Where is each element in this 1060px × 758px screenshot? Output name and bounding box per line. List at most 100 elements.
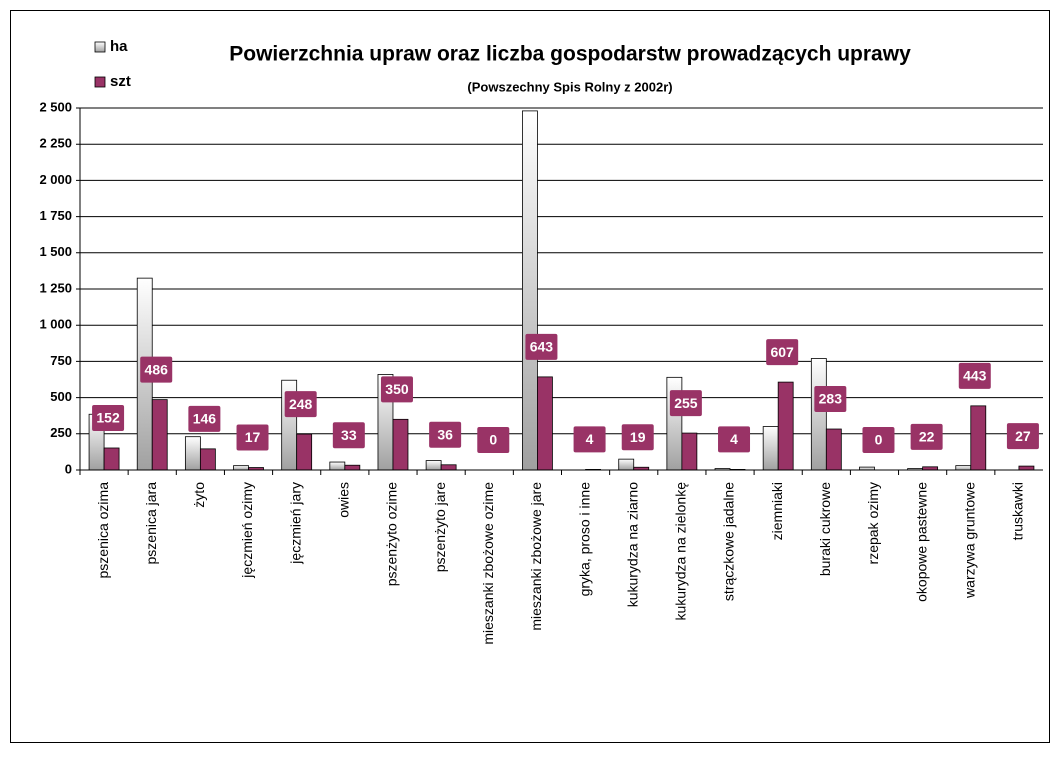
data-label: 248 [289, 396, 313, 412]
x-tick-group: pszenżyto jare [432, 482, 448, 572]
bar [329, 461, 346, 471]
x-tick-group: strączkowe jadalne [721, 482, 737, 601]
x-tick-label: okopowe pastewne [913, 482, 929, 602]
y-tick-label: 1 750 [39, 208, 72, 223]
bar [296, 433, 313, 471]
bar [522, 110, 538, 471]
x-tick-label: owies [336, 482, 352, 518]
data-label-box [188, 405, 221, 432]
x-tick-label: pszenżyto ozime [384, 482, 400, 586]
data-label: 486 [145, 361, 169, 377]
x-tick-label: pszenica jara [143, 482, 159, 565]
data-label: 4 [730, 431, 738, 447]
x-tick-group: okopowe pastewne [913, 482, 929, 602]
data-label-box [429, 421, 462, 448]
x-tick-label: żyto [191, 482, 207, 508]
x-tick-label: gryka, proso i inne [576, 482, 592, 597]
x-tick-group: żyto [191, 482, 207, 508]
data-label-box [669, 390, 702, 417]
x-tick-label: truskawki [1010, 482, 1026, 540]
x-tick-label: kukurydza na ziarno [624, 482, 640, 608]
data-label: 255 [674, 395, 698, 411]
data-label-box [92, 404, 125, 431]
data-label-box [332, 422, 365, 449]
x-tick-group: pszenica ozima [95, 482, 111, 579]
bar [103, 447, 120, 471]
bar [199, 448, 216, 471]
bar [777, 381, 794, 471]
data-label-box [380, 376, 413, 403]
bar [618, 458, 635, 471]
chart-title: Powierzchnia upraw oraz liczba gospodars… [229, 43, 911, 66]
bar [184, 436, 201, 471]
x-tick-label: ziemniaki [769, 482, 785, 540]
data-label: 443 [963, 368, 987, 384]
data-label: 607 [770, 344, 794, 360]
x-tick-group: owies [336, 482, 352, 518]
x-tick-group: pszenica jara [143, 482, 159, 565]
y-tick-label: 2 500 [39, 99, 72, 114]
bar [537, 376, 553, 471]
data-label-box [766, 339, 799, 366]
data-label: 0 [875, 432, 883, 448]
x-tick-label: mieszanki zbożowe jare [528, 482, 544, 631]
y-tick-label: 2 000 [39, 172, 72, 187]
data-label: 22 [919, 429, 935, 445]
data-label-box [621, 424, 654, 451]
x-tick-label: buraki cukrowe [817, 482, 833, 576]
y-tick-label: 1 000 [39, 317, 72, 332]
y-tick-label: 2 250 [39, 136, 72, 151]
data-label-box [862, 427, 895, 453]
x-tick-label: jęczmień jary [287, 482, 303, 565]
bar [825, 428, 842, 471]
data-label: 643 [530, 339, 554, 355]
data-label: 152 [96, 410, 120, 426]
bar [233, 465, 249, 471]
x-tick-group: truskawki [1010, 482, 1026, 540]
data-label: 0 [489, 432, 497, 448]
x-tick-group: warzywa gruntowe [961, 482, 977, 599]
data-label-box [236, 424, 269, 451]
bar [955, 465, 972, 471]
data-label-box [958, 362, 991, 389]
data-label-box [525, 333, 558, 360]
data-label: 19 [630, 429, 646, 445]
chart-subtitle: (Powszechny Spis Rolny z 2002r) [467, 79, 672, 94]
x-tick-group: pszenżyto ozime [384, 482, 400, 586]
x-tick-label: jęczmień ozimy [239, 482, 255, 579]
bar [762, 426, 779, 471]
y-tick-label: 250 [50, 425, 72, 440]
x-tick-group: kukurydza na zielonkę [673, 482, 689, 621]
x-tick-group: mieszanki zbożowe jare [528, 482, 544, 631]
data-label: 146 [193, 411, 217, 427]
y-tick-label: 1 250 [39, 280, 72, 295]
bar [425, 460, 442, 471]
legend-swatch [94, 41, 106, 53]
x-tick-group: buraki cukrowe [817, 482, 833, 576]
x-tick-group: ziemniaki [769, 482, 785, 540]
data-label: 33 [341, 427, 357, 443]
legend-swatch [94, 76, 106, 88]
data-label: 17 [245, 429, 261, 445]
y-tick-label: 500 [50, 389, 72, 404]
bar [151, 399, 168, 471]
legend-label: szt [110, 73, 131, 90]
x-tick-label: rzepak ozimy [865, 482, 881, 564]
x-tick-label: pszenica ozima [95, 482, 111, 579]
bar [681, 432, 698, 471]
data-label: 4 [586, 431, 594, 447]
x-tick-label: kukurydza na zielonkę [673, 482, 689, 621]
data-label-box [910, 423, 943, 450]
bar [1018, 465, 1035, 471]
x-tick-label: mieszanki zbożowe ozime [480, 482, 496, 645]
data-label-box [477, 427, 510, 453]
data-label: 27 [1015, 428, 1031, 444]
data-label: 36 [437, 426, 453, 442]
bar [810, 358, 827, 471]
x-tick-label: strączkowe jadalne [721, 482, 737, 601]
y-tick-label: 750 [50, 353, 72, 368]
data-label-box [573, 426, 606, 453]
bar [344, 464, 361, 471]
data-label-box [1006, 423, 1039, 450]
